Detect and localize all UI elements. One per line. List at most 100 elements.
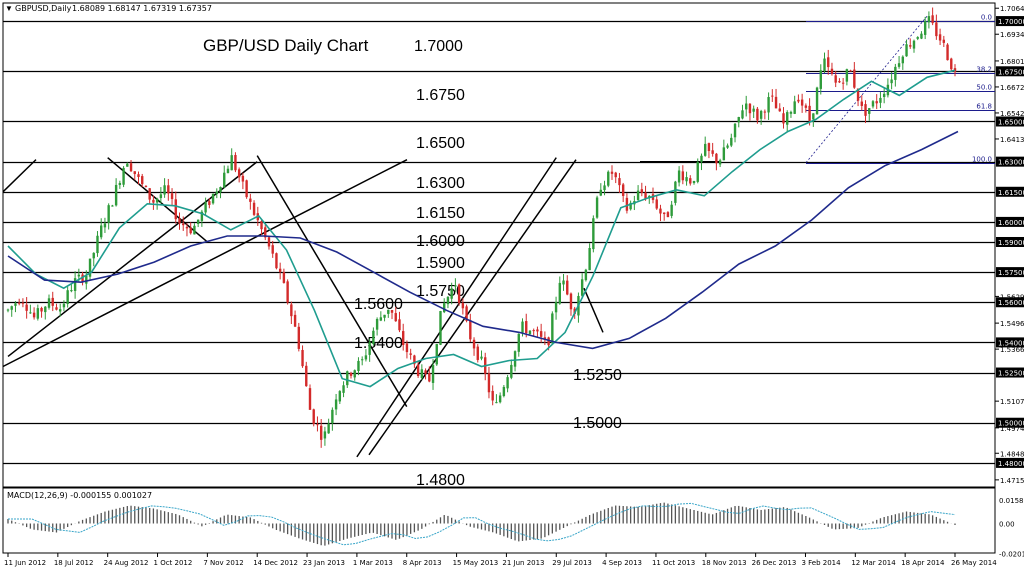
candle-body (32, 312, 36, 318)
candle-body (838, 81, 841, 83)
candle-body (517, 333, 520, 352)
candle-body (293, 314, 297, 327)
candle-body (774, 96, 778, 109)
candle-body (689, 178, 692, 184)
candle-body (592, 218, 595, 250)
price-axis-label: 1.69345 (1000, 31, 1024, 39)
candle-body (495, 402, 498, 404)
candle-body (685, 177, 688, 182)
price-axis-label: 1.52500 (998, 370, 1024, 378)
price-axis-label: 1.61500 (998, 189, 1024, 197)
price-axis-label: 1.60000 (998, 219, 1024, 227)
price-label-box (996, 337, 1024, 348)
candle-body (882, 93, 886, 98)
candle-body (47, 298, 51, 308)
date-axis-label: 11 Jun 2012 (4, 559, 46, 567)
candle-body (167, 185, 170, 194)
candle-body (748, 103, 752, 114)
candle-body (223, 172, 226, 188)
candle-body (405, 343, 409, 353)
candle-body (718, 160, 722, 165)
price-axis-label: 1.65000 (998, 118, 1024, 126)
candle-body (894, 66, 897, 80)
candle-body (375, 318, 379, 330)
candle-body (402, 331, 405, 346)
level-label: 1.7000 (414, 38, 463, 55)
candle-body (681, 171, 685, 181)
candle-body (827, 57, 830, 68)
candle-body (513, 351, 517, 367)
level-label: 1.4800 (416, 472, 465, 489)
price-axis-label: 1.54960 (1000, 320, 1024, 328)
candle-body (211, 193, 215, 204)
candle-body (237, 169, 241, 178)
candle-body (480, 356, 483, 359)
candle-body (264, 227, 267, 238)
candle-body (938, 34, 942, 41)
candle-body (88, 258, 92, 277)
candle-body (420, 369, 424, 378)
candle-body (17, 302, 21, 304)
level-label: 1.5400 (354, 335, 403, 352)
candle-body (543, 337, 547, 340)
candle-body (40, 307, 43, 312)
candle-body (841, 82, 845, 84)
candle-body (331, 409, 334, 424)
fib-label: 0.0 (981, 14, 992, 22)
candle-body (521, 321, 524, 333)
candle-body (372, 330, 375, 344)
price-axis-label: 1.59000 (998, 239, 1024, 247)
candle-body (879, 97, 882, 103)
candle-body (756, 108, 759, 121)
candle-body (226, 168, 230, 174)
candle-body (607, 171, 610, 186)
date-axis-label: 21 Jun 2013 (502, 559, 544, 567)
candle-body (648, 195, 651, 198)
candle-body (6, 309, 10, 311)
candle-body (868, 108, 871, 114)
candle-body (804, 105, 808, 108)
macd-axis-label: -0.020156 (999, 551, 1024, 559)
candle-body (588, 248, 591, 271)
candle-body (569, 293, 573, 310)
price-axis-label: 1.48480 (1000, 450, 1024, 458)
candle-body (566, 280, 569, 295)
fib-label: 50.0 (976, 84, 992, 92)
candle-body (196, 219, 200, 224)
candle-body (133, 171, 136, 175)
candle-body (666, 212, 670, 218)
price-label-box (996, 66, 1024, 77)
candle-body (118, 182, 122, 185)
price-axis-label: 1.67500 (998, 68, 1024, 76)
candle-body (51, 297, 54, 306)
sma-slow-line (7, 130, 959, 350)
candle-body (379, 317, 383, 321)
candle-body (554, 302, 558, 313)
dropdown-arrow-icon[interactable]: ▼ (5, 4, 13, 13)
candle-body (603, 185, 606, 191)
candle-body (856, 88, 860, 101)
candle-body (383, 314, 386, 318)
candle-body (510, 364, 513, 378)
candle-body (290, 304, 293, 317)
price-axis-label: 1.64130 (1000, 136, 1024, 144)
candle-body (618, 178, 621, 186)
level-label: 1.6000 (416, 233, 465, 250)
candle-body (528, 330, 532, 335)
price-label-box (996, 417, 1024, 428)
candle-body (674, 181, 677, 203)
macd-label: MACD(12,26,9) -0.000155 0.001027 (7, 491, 152, 500)
candle-body (185, 226, 189, 229)
candle-body (312, 409, 315, 424)
candle-body (737, 117, 740, 123)
candle-body (193, 225, 196, 235)
candle-body (815, 87, 819, 115)
candle-body (446, 296, 450, 305)
date-axis-label: 26 May 2014 (951, 559, 997, 567)
candle-body (476, 346, 479, 360)
candle-body (640, 189, 644, 193)
price-axis-label: 1.66720 (1000, 84, 1024, 92)
candle-body (346, 371, 349, 386)
candle-body (771, 95, 774, 97)
